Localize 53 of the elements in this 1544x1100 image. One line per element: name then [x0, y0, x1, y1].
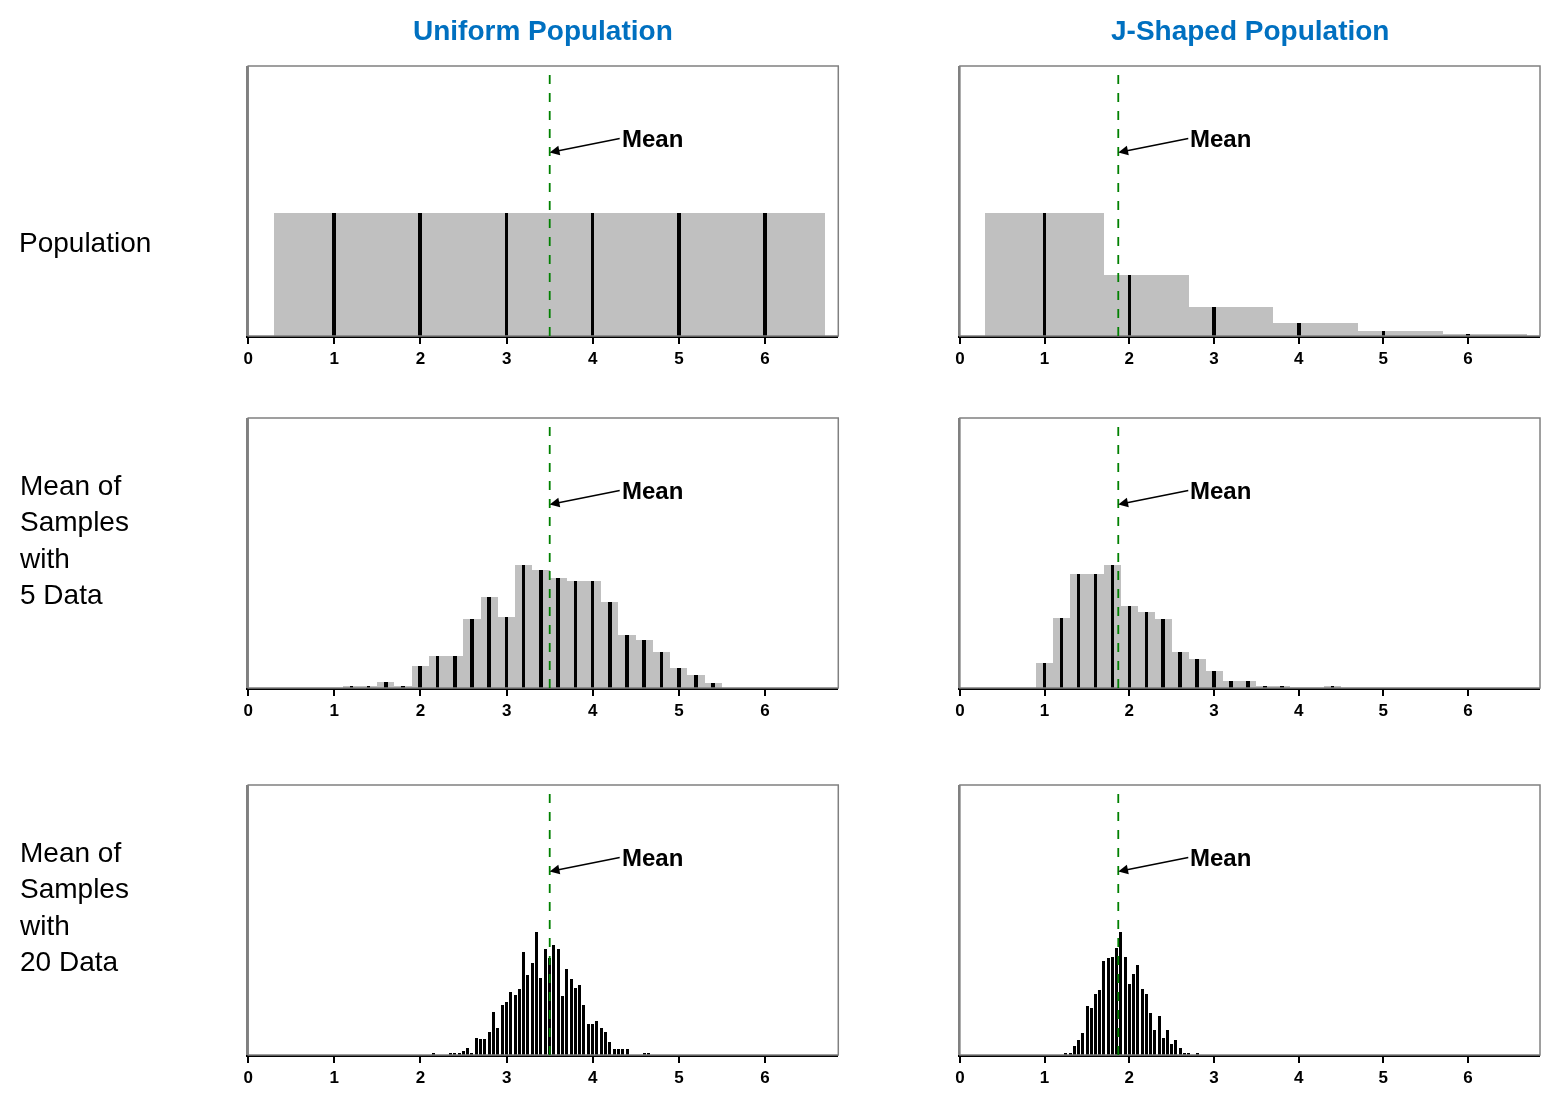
- x-tick-label: 2: [1124, 349, 1135, 369]
- x-tick-label: 2: [415, 701, 426, 721]
- x-tick-label: 2: [415, 349, 426, 369]
- x-tick-label: 0: [955, 349, 965, 369]
- ref-line-label: Mean: [622, 125, 684, 152]
- x-tick-label: 3: [501, 701, 512, 721]
- chart-title: J-Shaped Population: [1111, 15, 1390, 46]
- x-tick-label: 1: [329, 701, 340, 721]
- x-tick-label: 1: [1039, 1068, 1050, 1088]
- x-tick-label: 0: [243, 701, 253, 721]
- x-tick-label: 3: [501, 349, 512, 369]
- x-tick-label: 6: [760, 1068, 770, 1088]
- x-tick-label: 3: [1209, 701, 1219, 721]
- x-tick-label: 5: [1378, 701, 1389, 721]
- x-tick-label: 6: [1463, 1068, 1473, 1088]
- x-tick-label: 4: [588, 701, 599, 721]
- x-tick-label: 2: [1124, 701, 1135, 721]
- y-axis-title: Mean of Samples with 20 Data: [19, 837, 129, 978]
- x-tick-label: 2: [1124, 1068, 1135, 1088]
- y-axis-title: Mean of Samples with 5 Data: [19, 470, 129, 611]
- y-axis-title: Population: [19, 227, 152, 258]
- x-tick-label: 4: [1293, 701, 1304, 721]
- ref-line-label: Mean: [1190, 125, 1252, 152]
- x-tick-label: 1: [1039, 349, 1050, 369]
- x-tick-label: 0: [955, 701, 965, 721]
- x-tick-label: 5: [674, 349, 684, 369]
- x-tick-label: 4: [588, 349, 599, 369]
- ref-line-label: Mean: [622, 844, 684, 871]
- ref-line-label: Mean: [622, 477, 684, 504]
- x-tick-label: 6: [760, 701, 770, 721]
- x-tick-label: 4: [1293, 349, 1304, 369]
- x-tick-label: 1: [1039, 701, 1050, 721]
- x-tick-label: 6: [760, 349, 770, 369]
- x-tick-label: 0: [243, 349, 253, 369]
- x-tick-label: 1: [329, 1068, 340, 1088]
- x-tick-label: 6: [1463, 349, 1473, 369]
- x-tick-label: 2: [415, 1068, 426, 1088]
- x-tick-label: 4: [588, 1068, 599, 1088]
- x-tick-label: 5: [674, 701, 684, 721]
- x-tick-label: 3: [1209, 349, 1219, 369]
- x-tick-label: 5: [1378, 349, 1389, 369]
- chart-title: Uniform Population: [413, 15, 673, 46]
- x-tick-label: 4: [1293, 1068, 1304, 1088]
- x-tick-label: 0: [243, 1068, 253, 1088]
- ref-line-label: Mean: [1190, 844, 1252, 871]
- x-tick-label: 1: [329, 349, 340, 369]
- x-tick-label: 3: [1209, 1068, 1219, 1088]
- x-tick-label: 3: [501, 1068, 512, 1088]
- x-tick-label: 6: [1463, 701, 1473, 721]
- x-tick-label: 0: [955, 1068, 965, 1088]
- x-tick-label: 5: [1378, 1068, 1389, 1088]
- x-tick-label: 5: [674, 1068, 684, 1088]
- ref-line-label: Mean: [1190, 477, 1252, 504]
